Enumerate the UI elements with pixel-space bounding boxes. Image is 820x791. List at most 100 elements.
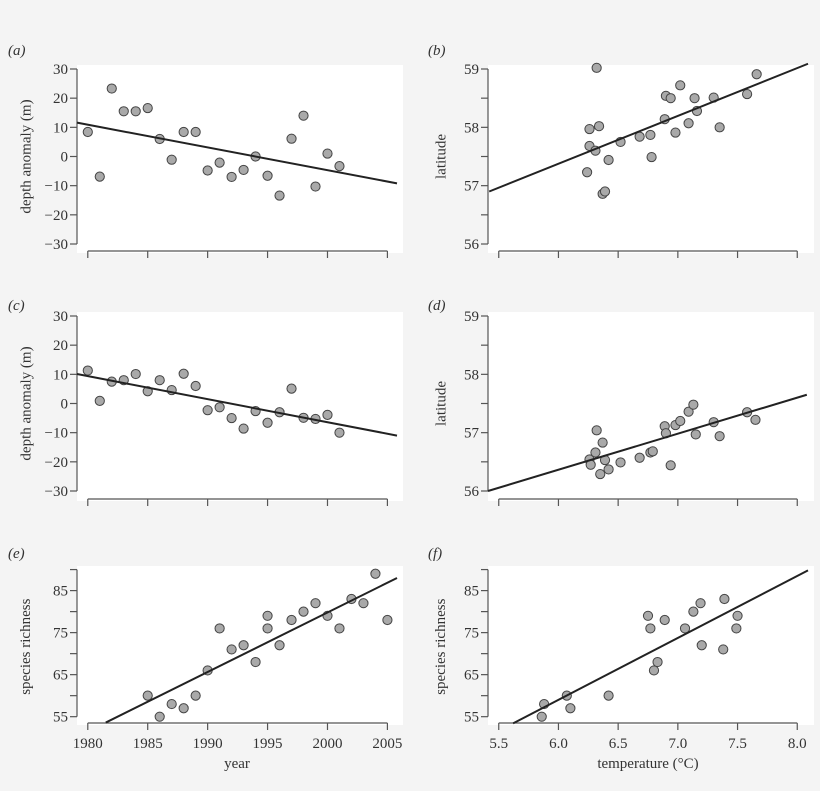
panel-c: (c) −30 −20 −10 0 10 20 30 depth anomaly (m): [8, 298, 403, 506]
data-point: [731, 623, 742, 634]
data-point: [591, 425, 602, 436]
y-tick-label: −10: [45, 179, 68, 195]
regression-line: [105, 577, 398, 724]
panel-label: (e): [8, 546, 25, 562]
y-axis-label: species richness: [18, 598, 34, 694]
data-point: [142, 102, 153, 114]
y-axis-label: depth anomaly (m): [18, 99, 34, 213]
x-tick-label: 5.5: [489, 736, 508, 752]
data-point: [190, 126, 201, 138]
x-tick-label: 7.0: [668, 736, 687, 752]
data-point: [322, 148, 333, 159]
regression-line: [76, 121, 398, 185]
data-point: [584, 123, 595, 135]
y-tick-label: 59: [464, 62, 479, 78]
plot-area: [77, 312, 403, 501]
data-point: [599, 186, 611, 197]
data-point: [238, 423, 249, 434]
data-point: [262, 170, 273, 181]
data-point: [751, 69, 762, 80]
data-point: [334, 161, 345, 172]
data-point: [166, 698, 177, 710]
panel-f: (f) 55 65 75 85 5.5 6.0 6.5 7.0 7.5 8.0 species ric…: [428, 546, 814, 772]
data-point: [719, 593, 730, 605]
data-point: [679, 623, 691, 634]
data-point: [82, 365, 93, 376]
data-point: [274, 640, 285, 651]
y-tick-label: 30: [53, 62, 68, 78]
data-point: [166, 154, 177, 165]
data-point: [322, 409, 333, 420]
y-axis-label: depth anomaly (m): [18, 346, 34, 460]
y-tick-label: 55: [53, 710, 68, 726]
data-point: [645, 623, 656, 634]
data-point: [634, 452, 645, 463]
data-point: [597, 437, 608, 448]
y-tick-label: 59: [464, 309, 479, 325]
y-tick-label: 0: [61, 397, 69, 413]
regression-line: [488, 62, 809, 193]
data-point: [665, 93, 676, 104]
data-point: [298, 110, 309, 121]
data-point: [675, 415, 686, 427]
y-tick-label: 0: [61, 150, 69, 166]
data-point: [590, 447, 601, 458]
data-point: [190, 380, 201, 392]
data-point: [238, 164, 249, 176]
y-tick-label: 10: [53, 367, 68, 383]
regression-line: [512, 569, 809, 725]
data-point: [370, 568, 381, 579]
data-point: [615, 457, 626, 468]
y-tick-label: 57: [464, 179, 480, 195]
panel-label: (a): [8, 43, 26, 59]
data-point: [688, 606, 699, 617]
y-tick-label: 75: [464, 626, 479, 642]
data-point: [214, 623, 225, 634]
data-point: [642, 610, 654, 621]
data-point: [652, 656, 663, 668]
y-tick-label: −20: [45, 455, 68, 471]
data-point: [286, 383, 297, 394]
data-point: [262, 610, 273, 621]
data-point: [238, 640, 249, 651]
data-point: [214, 157, 225, 168]
x-tick-label: 1990: [193, 736, 223, 752]
data-point: [190, 690, 201, 701]
data-point: [536, 711, 547, 722]
data-point: [310, 598, 321, 609]
y-tick-label: 75: [53, 626, 68, 642]
data-point: [142, 690, 153, 701]
data-point: [310, 181, 321, 192]
data-point: [603, 464, 614, 475]
plot-area: [488, 566, 814, 725]
data-point: [714, 431, 725, 442]
data-point: [334, 623, 345, 634]
data-point: [82, 126, 93, 138]
data-point: [696, 640, 707, 651]
data-point: [118, 106, 129, 117]
panel-label: (b): [428, 43, 446, 59]
regression-line: [76, 373, 398, 437]
x-axis-label: temperature (°C): [597, 756, 698, 772]
x-tick-label: 7.5: [728, 736, 747, 752]
data-point: [382, 614, 393, 626]
y-tick-label: 65: [53, 668, 68, 684]
data-point: [742, 88, 753, 100]
x-tick-label: 6.0: [549, 736, 568, 752]
data-point: [688, 399, 699, 410]
data-point: [683, 406, 694, 417]
x-tick-label: 6.5: [609, 736, 628, 752]
data-point: [603, 690, 614, 701]
x-tick-label: 1985: [133, 736, 163, 752]
data-point: [646, 151, 657, 163]
y-tick-label: 58: [464, 367, 479, 383]
data-point: [250, 656, 261, 668]
data-point: [226, 412, 237, 424]
data-point: [670, 127, 681, 138]
data-point: [214, 402, 225, 413]
y-tick-label: −20: [45, 208, 68, 224]
x-tick-label: 1995: [253, 736, 283, 752]
panel-label: (d): [428, 298, 446, 314]
data-point: [262, 623, 273, 634]
